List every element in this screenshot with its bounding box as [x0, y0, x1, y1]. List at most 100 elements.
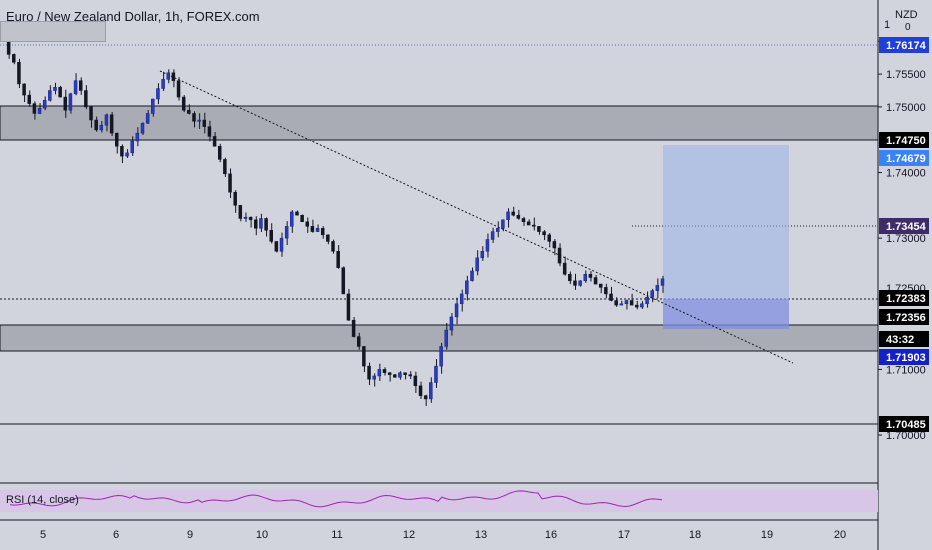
candle-body	[166, 72, 170, 80]
price-tick-label: 1.70000	[886, 430, 926, 442]
candle-body	[48, 90, 52, 101]
candle-body	[279, 237, 284, 252]
candle-body	[115, 132, 119, 147]
price-badge-label: 43:32	[886, 334, 914, 346]
candle-body	[398, 372, 402, 378]
candle-body	[104, 114, 109, 126]
candle-body	[78, 80, 83, 91]
candle-body	[212, 136, 217, 147]
candle-body	[624, 300, 629, 305]
candle-body	[228, 173, 232, 193]
candle-body	[331, 241, 335, 252]
rsi-line	[9, 490, 663, 508]
long-position-stop[interactable]	[663, 299, 789, 329]
candle-body	[305, 221, 310, 227]
candle-body	[568, 274, 572, 282]
candle-body	[640, 303, 644, 308]
candle-body	[382, 369, 387, 373]
price-tick-label: 1.75000	[886, 102, 926, 114]
candle-body	[341, 267, 346, 295]
candle-body	[176, 80, 181, 98]
candle-body	[63, 96, 68, 111]
candle-body	[84, 90, 88, 108]
time-tick-label: 6	[113, 529, 119, 541]
price-badge	[879, 331, 929, 347]
candle-body	[315, 228, 320, 232]
candle-body	[660, 278, 665, 286]
candle-body	[290, 211, 294, 227]
time-tick-label: 11	[331, 529, 342, 541]
candle-body	[547, 234, 551, 242]
descending-trendline[interactable]	[159, 70, 794, 364]
candle-body	[22, 83, 26, 96]
price-badge-label: 1.72356	[886, 312, 926, 324]
resistance-zone[interactable]	[0, 105, 879, 141]
candle-body	[243, 216, 248, 219]
candle-body	[372, 375, 376, 380]
candle-body	[516, 214, 521, 219]
candle-body	[459, 293, 464, 305]
candle-body	[490, 231, 495, 240]
candle-body	[156, 88, 160, 100]
candle-body	[429, 382, 433, 400]
legend-toggle-button[interactable]	[0, 21, 106, 42]
candle-body	[233, 191, 237, 206]
candle-body	[300, 214, 304, 222]
time-tick-label: 17	[618, 529, 630, 541]
candle-body	[68, 93, 73, 111]
candle-body	[593, 277, 598, 285]
candle-body	[465, 280, 469, 295]
time-axis-ticks: 5 6 9 10 11 12 13 16 17 18 19 20	[40, 529, 846, 541]
candle-body	[413, 375, 418, 387]
candle-body	[187, 109, 191, 114]
candle-body	[356, 336, 361, 347]
currency-label: NZD	[895, 9, 918, 21]
candle-body	[408, 374, 412, 377]
axis-settings-icon[interactable]: 0	[905, 22, 911, 33]
price-badge	[879, 150, 929, 166]
candle-body	[454, 303, 459, 318]
candle-body	[140, 123, 145, 134]
candle-body	[99, 125, 104, 131]
candle-body	[511, 211, 515, 216]
candle-body	[614, 300, 618, 306]
price-tick-label: 1.73000	[886, 233, 926, 245]
candle-body	[73, 80, 78, 95]
candle-body	[89, 106, 93, 121]
candle-body	[485, 239, 490, 252]
rsi-band	[0, 490, 878, 512]
candle-body	[135, 132, 140, 142]
candle-body	[542, 231, 546, 236]
candle-body	[269, 230, 273, 242]
candle-body	[42, 100, 47, 109]
time-tick-label: 13	[475, 529, 487, 541]
candle-body	[537, 226, 541, 232]
candle-body	[470, 270, 474, 282]
long-position-target[interactable]	[663, 145, 789, 299]
price-badge	[879, 416, 929, 432]
price-badge	[879, 290, 929, 306]
candle-body	[197, 119, 201, 122]
candle-body	[207, 126, 212, 137]
time-tick-label: 20	[834, 529, 846, 541]
time-tick-label: 19	[761, 529, 773, 541]
price-badge-label: 1.70485	[886, 419, 926, 431]
time-tick-label: 10	[256, 529, 268, 541]
support-zone[interactable]	[0, 324, 879, 352]
candle-body	[171, 72, 176, 81]
candle-body	[120, 146, 124, 157]
candle-body	[362, 346, 366, 367]
candle-body	[53, 86, 57, 91]
candle-body	[655, 285, 660, 291]
candle-body	[604, 287, 608, 295]
candle-body	[37, 107, 42, 114]
candle-body	[130, 140, 134, 154]
candle-body	[367, 365, 371, 380]
price-badge-label: 1.74750	[886, 135, 926, 147]
price-tick-label: 1.75500	[886, 69, 926, 81]
candle-body	[645, 296, 649, 305]
candle-body	[238, 205, 243, 219]
candle-body	[346, 293, 351, 321]
price-badge	[879, 132, 929, 148]
